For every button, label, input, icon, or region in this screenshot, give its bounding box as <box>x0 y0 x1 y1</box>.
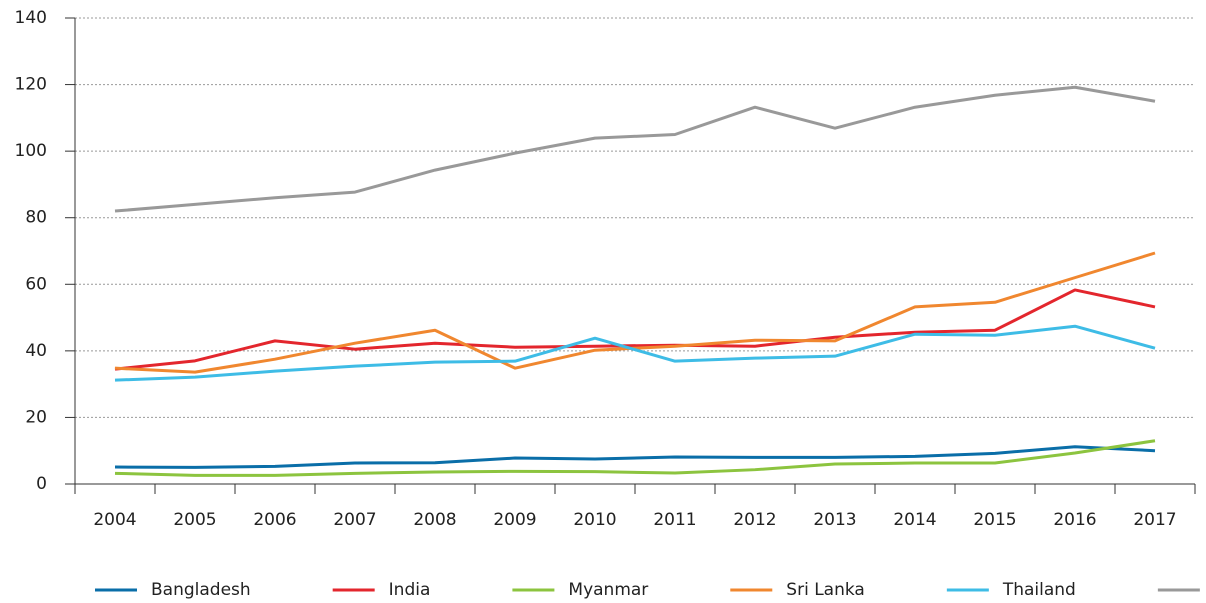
series-line <box>114 288 1156 371</box>
x-tick-label: 2006 <box>253 510 296 530</box>
x-tick-label: 2008 <box>413 510 456 530</box>
y-tick-label: 0 <box>36 474 47 494</box>
series-line <box>114 85 1156 213</box>
legend-label: Bangladesh <box>151 580 251 600</box>
x-tick-label: 2015 <box>973 510 1016 530</box>
series-line <box>114 324 1156 382</box>
legend-label: Sri Lanka <box>786 580 865 600</box>
y-tick-label: 80 <box>25 208 47 228</box>
x-tick-label: 2009 <box>493 510 536 530</box>
legend-label: Myanmar <box>568 580 648 600</box>
y-tick-label: 60 <box>25 274 47 294</box>
x-tick-label: 2016 <box>1053 510 1096 530</box>
y-tick-label: 20 <box>25 407 47 427</box>
x-tick-label: 2005 <box>173 510 216 530</box>
legend-label: Thailand <box>1002 580 1076 600</box>
legend-label: India <box>389 580 431 600</box>
y-tick-label: 100 <box>15 141 47 161</box>
y-tick-label: 140 <box>15 8 47 28</box>
series-line <box>114 439 1156 477</box>
series-line <box>114 445 1156 469</box>
x-tick-label: 2010 <box>573 510 616 530</box>
x-tick-label: 2007 <box>333 510 376 530</box>
x-tick-label: 2014 <box>893 510 936 530</box>
x-tick-label: 2012 <box>733 510 776 530</box>
y-tick-label: 40 <box>25 341 47 361</box>
x-tick-label: 2017 <box>1133 510 1176 530</box>
x-tick-label: 2004 <box>93 510 136 530</box>
x-tick-label: 2011 <box>653 510 696 530</box>
series-line <box>114 251 1156 374</box>
x-tick-label: 2013 <box>813 510 856 530</box>
y-tick-label: 120 <box>15 75 47 95</box>
